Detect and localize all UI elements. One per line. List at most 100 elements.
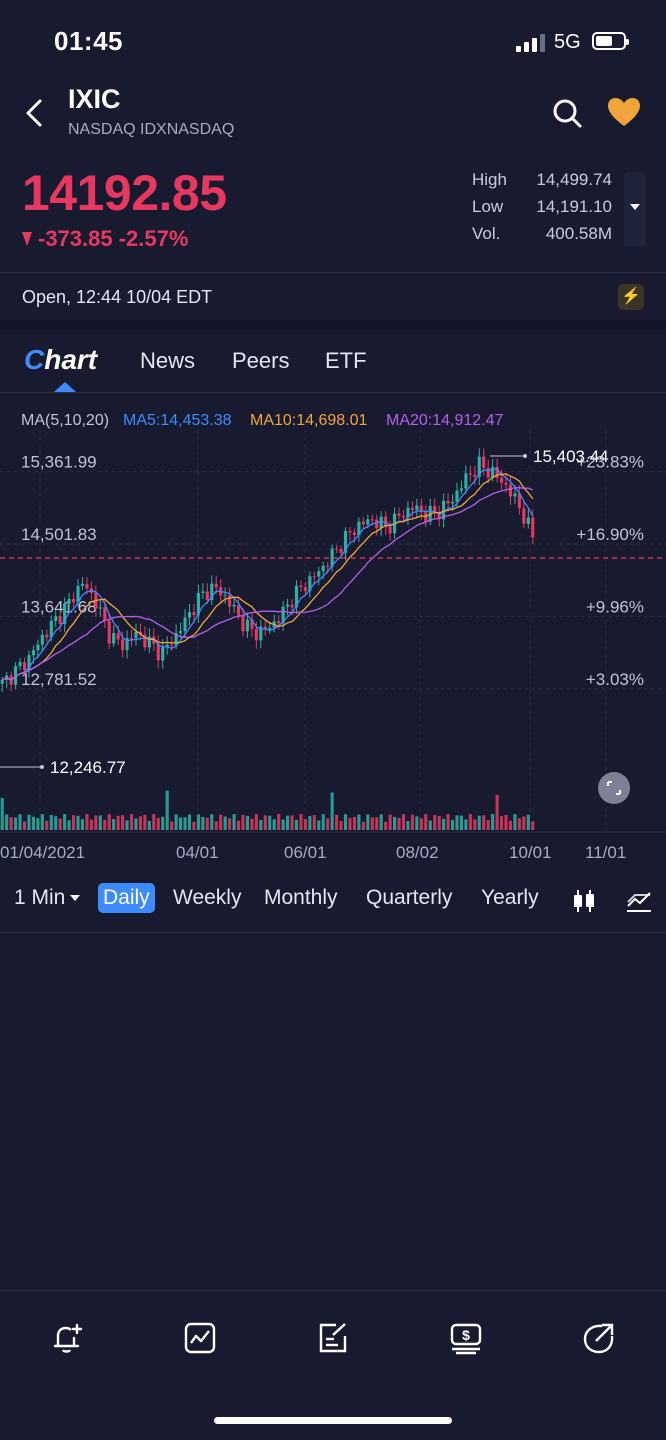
volume-bar [272, 819, 276, 830]
chart-trend-icon[interactable] [183, 1321, 217, 1355]
tab-peers[interactable]: Peers [232, 348, 290, 373]
period-monthly[interactable]: Monthly [264, 886, 338, 909]
volume-bar [442, 818, 446, 830]
volume-bar [112, 819, 116, 830]
candle-body [170, 644, 174, 646]
volume-bar [361, 821, 365, 830]
candle-body [455, 490, 459, 502]
volume-bar [277, 814, 281, 830]
volume-bar [0, 798, 4, 830]
candle-body [442, 500, 446, 520]
volume-bar [495, 794, 499, 830]
tab-etf[interactable]: ETF [325, 348, 367, 373]
candle-body [348, 531, 352, 533]
candle-body [375, 519, 379, 528]
volume-bar [330, 792, 334, 830]
candle-body [214, 583, 218, 588]
x-label: 04/01 [176, 843, 219, 862]
candle-body [522, 508, 526, 524]
candle-body [419, 505, 423, 513]
heart-icon[interactable] [606, 96, 642, 128]
price-chart[interactable]: 15,361.99 +23.83% 14,501.83 +16.90% 13,641.6… [0, 430, 666, 880]
interval-dropdown[interactable]: 1 Min [14, 886, 81, 910]
trade-dollar-icon[interactable]: $ [449, 1321, 483, 1355]
x-label: 06/01 [284, 843, 327, 862]
candle-body [504, 482, 508, 485]
low-marker-label: 12,246.77 [50, 758, 126, 777]
ma-legend-label: MA(5,10,20) [21, 412, 110, 429]
volume-bar [94, 815, 98, 830]
volume-bar [312, 815, 316, 830]
candle-body [72, 598, 76, 603]
candle-body [183, 617, 187, 631]
volume-value: 400.58M [545, 224, 612, 243]
volume-bar [98, 815, 102, 830]
interval-label: 1 Min [14, 886, 66, 909]
candle-body [67, 598, 71, 604]
candle-body [263, 626, 267, 630]
period-quarterly[interactable]: Quarterly [366, 886, 453, 909]
divider [0, 932, 666, 933]
candle-body [254, 628, 258, 641]
volume-bar [228, 818, 232, 830]
high-label: High [472, 170, 507, 189]
candle-body [147, 636, 151, 648]
section-band [0, 320, 666, 330]
search-icon[interactable] [550, 96, 584, 130]
back-icon[interactable] [22, 96, 52, 130]
divider [0, 392, 666, 393]
volume-bar [170, 821, 174, 830]
candle-body [76, 585, 80, 603]
candle-body [36, 644, 40, 651]
battery-icon [592, 32, 629, 50]
period-yearly[interactable]: Yearly [481, 886, 539, 909]
candle-body [0, 679, 4, 684]
candle-body [196, 592, 200, 616]
add-alert-icon[interactable] [50, 1321, 84, 1355]
high-marker-dot [523, 454, 527, 458]
volume-bar [121, 815, 125, 830]
volume-bar [522, 816, 526, 830]
candle-body [410, 507, 414, 510]
volume-bar [321, 814, 325, 830]
stats-expand-button[interactable] [624, 172, 646, 246]
candle-body [357, 521, 361, 535]
candle-body [379, 516, 383, 528]
network-label: 5G [554, 31, 581, 53]
share-icon[interactable] [582, 1321, 616, 1355]
candle-type-icon[interactable] [572, 888, 596, 914]
svg-text:$: $ [462, 1327, 470, 1343]
candle-body [312, 576, 316, 578]
candle-body [401, 515, 406, 518]
y-label-left: 12,781.52 [21, 670, 97, 689]
candle-body [330, 548, 334, 567]
volume-bar [143, 814, 147, 830]
candle-body [508, 484, 513, 497]
volume-bar [455, 815, 459, 830]
volume-bar [486, 820, 490, 830]
last-price: 14192.85 [22, 165, 227, 221]
volume-bar [428, 820, 432, 830]
volume-bar [446, 814, 450, 830]
volume-bar [58, 818, 62, 830]
volume-bar [491, 814, 495, 830]
candle-body [415, 505, 419, 510]
lightning-icon[interactable]: ⚡ [618, 284, 644, 310]
volume-bar [89, 819, 93, 830]
volume-bar [504, 814, 508, 830]
candle-body [161, 647, 165, 661]
volume-bar [424, 814, 428, 830]
volume-bar [526, 814, 530, 830]
tab-news[interactable]: News [140, 348, 196, 373]
candle-body [339, 549, 343, 553]
candle-body [459, 488, 463, 491]
period-daily[interactable]: Daily [98, 883, 155, 913]
volume-bar [370, 817, 374, 830]
tab-chart[interactable]: Chart [24, 344, 97, 376]
period-weekly[interactable]: Weekly [173, 886, 242, 909]
indicator-icon[interactable] [625, 888, 653, 914]
volume-bar [268, 815, 272, 830]
candle-body [112, 633, 116, 644]
x-label: 01/04/2021 [0, 843, 85, 862]
edit-note-icon[interactable] [316, 1321, 350, 1355]
